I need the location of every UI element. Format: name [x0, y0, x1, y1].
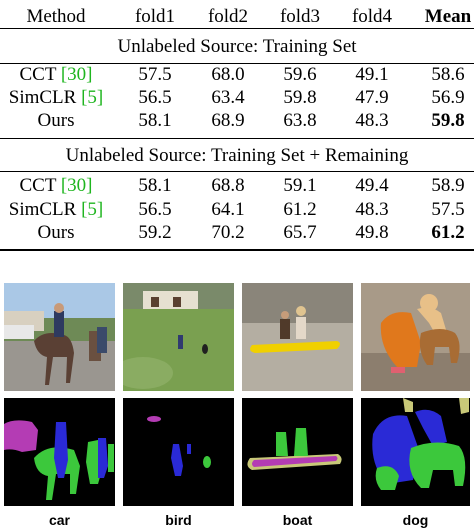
fold4-value: 49.8: [355, 222, 389, 243]
car-photo: [4, 283, 115, 391]
fold2-value: 64.1: [211, 199, 245, 220]
mean-value: 56.9: [431, 87, 465, 108]
header-fold2: fold2: [207, 6, 249, 27]
bird-mask: [123, 398, 234, 506]
table-row: CCT [30] 57.5 68.0 59.6 49.1 58.6: [0, 60, 474, 90]
boat-mask: [242, 398, 353, 506]
dog-mask: [361, 398, 470, 506]
header-mean: Mean: [424, 6, 472, 27]
header-rule: [0, 28, 474, 29]
dog-photo: [361, 283, 470, 391]
fold1-value: 56.5: [138, 199, 172, 220]
table-row: Ours 58.1 68.9 63.8 48.3 59.8: [0, 106, 474, 136]
mean-value: 57.5: [431, 199, 465, 220]
table-header-row: Method fold1 fold2 fold3 fold4 Mean: [0, 2, 474, 32]
table-row: Ours 59.2 70.2 65.7 49.8 61.2: [0, 218, 474, 248]
fold1-value: 57.5: [138, 64, 172, 85]
fold3-value: 63.8: [283, 110, 317, 131]
caption-car: car: [48, 512, 71, 528]
fold3-value: 65.7: [283, 222, 317, 243]
method-name: Ours: [37, 110, 75, 131]
boat-photo: [242, 283, 353, 391]
fold1-value: 59.2: [138, 222, 172, 243]
bird-photo: [123, 283, 234, 391]
method-name: SimCLR [5]: [8, 87, 104, 108]
mean-value: 58.6: [431, 64, 465, 85]
fold1-value: 56.5: [138, 87, 172, 108]
section-rule: [0, 171, 474, 172]
method-name: SimCLR [5]: [8, 199, 104, 220]
car-mask: [4, 398, 115, 506]
caption-bird: bird: [165, 512, 192, 528]
fold4-value: 48.3: [355, 199, 389, 220]
fold1-value: 58.1: [138, 110, 172, 131]
fold3-value: 61.2: [283, 199, 317, 220]
fold2-value: 63.4: [211, 87, 245, 108]
fold3-value: 59.1: [283, 175, 317, 196]
fold4-value: 48.3: [355, 110, 389, 131]
mean-value: 59.8: [431, 110, 465, 131]
header-fold4: fold4: [351, 6, 393, 27]
method-name: Ours: [37, 222, 75, 243]
fold2-value: 68.9: [211, 110, 245, 131]
section-rule: [0, 63, 474, 64]
section-title: Unlabeled Source: Training Set: [117, 36, 357, 57]
method-name: CCT [30]: [19, 175, 93, 196]
table-row: SimCLR [5] 56.5 64.1 61.2 48.3 57.5: [0, 195, 474, 225]
mean-value: 61.2: [431, 222, 465, 243]
header-fold3: fold3: [279, 6, 321, 27]
fold4-value: 47.9: [355, 87, 389, 108]
header-fold1: fold1: [134, 6, 176, 27]
fold4-value: 49.1: [355, 64, 389, 85]
fold3-value: 59.8: [283, 87, 317, 108]
fold4-value: 49.4: [355, 175, 389, 196]
method-name: CCT [30]: [19, 64, 93, 85]
fold3-value: 59.6: [283, 64, 317, 85]
fold2-value: 70.2: [211, 222, 245, 243]
caption-boat: boat: [282, 512, 313, 528]
table-bottom-rule: [0, 249, 474, 251]
table-row: SimCLR [5] 56.5 63.4 59.8 47.9 56.9: [0, 83, 474, 113]
mean-value: 58.9: [431, 175, 465, 196]
fold1-value: 58.1: [138, 175, 172, 196]
section-rule: [0, 138, 474, 139]
header-method: Method: [26, 6, 86, 27]
fold2-value: 68.0: [211, 64, 245, 85]
caption-dog: dog: [402, 512, 429, 528]
table-row: CCT [30] 58.1 68.8 59.1 49.4 58.9: [0, 171, 474, 201]
section-title: Unlabeled Source: Training Set + Remaini…: [65, 145, 409, 166]
fold2-value: 68.8: [211, 175, 245, 196]
